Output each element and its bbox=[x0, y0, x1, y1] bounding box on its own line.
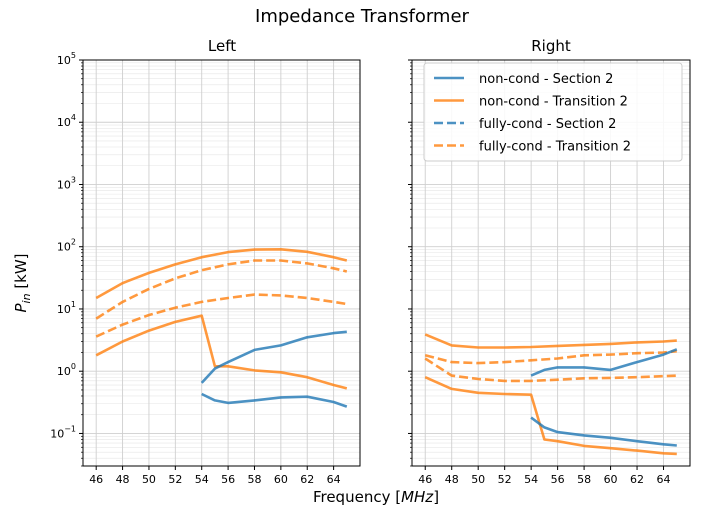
left-x-tick-label: 48 bbox=[116, 473, 130, 486]
left-y-tick-label: 104 bbox=[57, 113, 76, 129]
left-panel-title: Left bbox=[208, 37, 236, 55]
right-x-tick-label: 54 bbox=[524, 473, 538, 486]
left-x-tick-label: 50 bbox=[142, 473, 156, 486]
left-series-line-fully-cond-transition-2 bbox=[95, 259, 348, 320]
right-axes-frame bbox=[411, 59, 691, 467]
left-series bbox=[95, 248, 348, 408]
left-gridlines bbox=[83, 59, 360, 467]
left-x-tick-label: 62 bbox=[300, 473, 314, 486]
figure-title: Impedance Transformer bbox=[255, 6, 470, 27]
right-series-line-fully-cond-transition-2 bbox=[424, 349, 677, 365]
right-panel-title: Right bbox=[531, 37, 571, 55]
x-axis-label: Frequency [MHz] bbox=[313, 488, 439, 506]
x-axis-label-bracket: ] bbox=[433, 488, 439, 506]
left-y-tick-label: 101 bbox=[57, 300, 76, 316]
left-y-tick-label: 100 bbox=[57, 362, 76, 378]
x-axis-label-unit: MHz bbox=[401, 488, 434, 506]
left-x-tick-label: 56 bbox=[221, 473, 235, 486]
left-x-ticks: 46 48 50 52 54 56 58 60 62 64 bbox=[89, 466, 341, 486]
left-series-line-non-cond-section-2 bbox=[201, 392, 348, 408]
left-x-tick-label: 46 bbox=[89, 473, 103, 486]
right-x-tick-label: 48 bbox=[445, 473, 459, 486]
left-x-tick-label: 64 bbox=[327, 473, 341, 486]
left-x-tick-label: 60 bbox=[274, 473, 288, 486]
right-x-tick-label: 62 bbox=[630, 473, 644, 486]
right-y-ticks bbox=[408, 59, 412, 467]
right-panel: 46 48 50 52 54 56 58 60 62 64 bbox=[408, 59, 691, 486]
left-y-ticks: 10−1 100 101 102 103 104 105 bbox=[50, 51, 83, 467]
left-x-tick-label: 58 bbox=[247, 473, 261, 486]
right-series-line-fully-cond-transition-2 bbox=[424, 357, 677, 383]
right-x-tick-label: 46 bbox=[418, 473, 432, 486]
left-y-tick-label: 10−1 bbox=[50, 424, 76, 440]
right-series bbox=[424, 333, 678, 456]
right-x-tick-label: 50 bbox=[471, 473, 485, 486]
left-series-line-non-cond-section-2 bbox=[200, 330, 347, 384]
left-y-tick-label: 105 bbox=[57, 51, 76, 67]
right-x-ticks: 46 48 50 52 54 56 58 60 62 64 bbox=[418, 466, 671, 486]
left-x-tick-label: 52 bbox=[168, 473, 182, 486]
legend-label: non-cond - Transition 2 bbox=[479, 95, 628, 110]
left-x-tick-label: 54 bbox=[195, 473, 209, 486]
legend: non-cond - Section 2 non-cond - Transitio… bbox=[423, 62, 683, 162]
right-series-line-non-cond-transition-2 bbox=[424, 333, 677, 349]
right-series-line-non-cond-transition-2 bbox=[424, 376, 677, 456]
legend-box bbox=[423, 62, 683, 162]
y-axis-label-symbol: P bbox=[12, 303, 30, 313]
left-series-line-fully-cond-transition-2 bbox=[95, 293, 348, 338]
right-x-tick-label: 56 bbox=[551, 473, 565, 486]
legend-label: fully-cond - Section 2 bbox=[479, 117, 616, 132]
right-series-line-non-cond-section-2 bbox=[530, 416, 677, 447]
y-axis-label-unit: [kW] bbox=[12, 253, 30, 293]
right-x-tick-label: 52 bbox=[498, 473, 512, 486]
left-y-tick-label: 103 bbox=[57, 175, 76, 191]
right-x-tick-label: 58 bbox=[577, 473, 591, 486]
right-series-line-non-cond-section-2 bbox=[530, 348, 678, 377]
left-axes-frame bbox=[82, 59, 361, 467]
right-x-tick-label: 64 bbox=[657, 473, 671, 486]
y-axis-label: Pin [kW] bbox=[12, 253, 33, 312]
right-x-tick-label: 60 bbox=[604, 473, 618, 486]
legend-label: non-cond - Section 2 bbox=[479, 72, 613, 87]
legend-label: fully-cond - Transition 2 bbox=[479, 140, 631, 155]
x-axis-label-text: Frequency [ bbox=[313, 488, 401, 506]
left-panel: 46 48 50 52 54 56 58 60 62 6410−11001011021031041… bbox=[50, 51, 361, 486]
left-y-tick-label: 102 bbox=[57, 238, 76, 254]
y-axis-label-subscript: in bbox=[20, 293, 33, 303]
left-series-line-non-cond-transition-2 bbox=[95, 248, 348, 300]
